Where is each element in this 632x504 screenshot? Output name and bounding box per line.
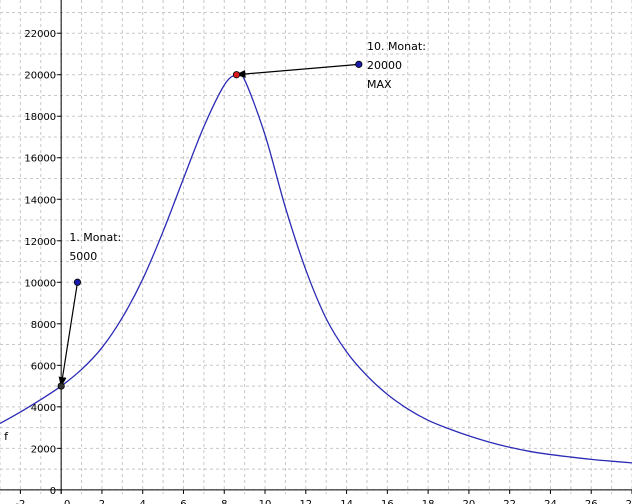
arrow-layer	[58, 63, 359, 388]
point-start	[57, 382, 65, 390]
x-tick-label: 26	[585, 499, 598, 504]
arrow-2	[235, 63, 359, 78]
y-tick-label: 22000	[24, 29, 56, 40]
y-tick-label: 16000	[24, 154, 56, 165]
annotation-2-line: 20000	[367, 59, 402, 72]
x-tick-label: 12	[299, 499, 312, 504]
y-tick-label: 12000	[24, 237, 56, 248]
series-line-f	[0, 72, 632, 464]
x-tick-label: 20	[463, 499, 476, 504]
x-tick-label: 6	[180, 499, 186, 504]
x-tick-label: 24	[544, 499, 557, 504]
annotation-2-line: 10. Monat:	[367, 40, 426, 53]
y-tick-label: 8000	[31, 320, 56, 331]
tick-labels: -202468101214161820222426280200040006000…	[15, 29, 632, 504]
y-tick-label: 2000	[31, 444, 56, 455]
y-tick-label: 6000	[31, 361, 56, 372]
point-label-anchor-1	[73, 278, 82, 286]
x-tick-label: 14	[340, 499, 353, 504]
x-tick-label: 18	[422, 499, 435, 504]
point-max	[232, 71, 241, 79]
y-tick-label: 4000	[31, 403, 56, 414]
x-tick-label: 28	[626, 499, 632, 504]
x-tick-label: -2	[15, 499, 25, 504]
x-tick-label: 22	[503, 499, 516, 504]
function-label: f	[4, 430, 9, 443]
annotation-layer: 1. Monat: 5000 10. Monat: 20000 MAX f	[4, 40, 426, 443]
x-tick-label: 2	[99, 499, 105, 504]
annotation-2-line: MAX	[367, 78, 392, 91]
y-tick-label: 20000	[24, 71, 56, 82]
annotation-1-line: 1. Monat:	[69, 231, 121, 244]
annotation-1-line: 5000	[69, 250, 97, 263]
x-tick-label: 0	[64, 499, 70, 504]
y-tick-label: 0	[50, 486, 56, 497]
series-layer	[0, 72, 632, 464]
x-tick-label: 16	[381, 499, 394, 504]
y-tick-label: 14000	[24, 195, 56, 206]
y-tick-label: 10000	[24, 278, 56, 289]
x-tick-label: 4	[140, 499, 146, 504]
x-tick-label: 10	[259, 499, 272, 504]
arrow-1	[58, 282, 79, 388]
x-tick-label: 8	[221, 499, 227, 504]
y-tick-label: 18000	[24, 112, 56, 123]
point-label-anchor-2	[355, 60, 363, 68]
point-layer	[57, 60, 363, 390]
